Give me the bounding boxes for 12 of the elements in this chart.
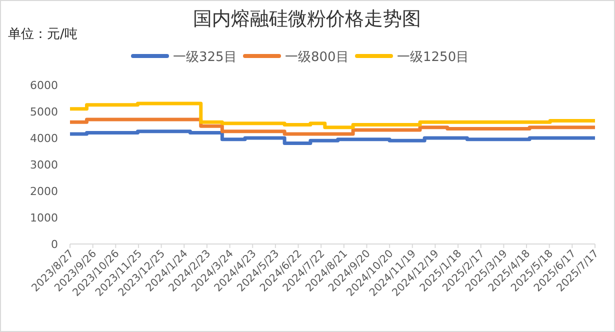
y-tick-label: 4000	[30, 132, 58, 145]
y-tick-label: 2000	[30, 185, 58, 198]
legend-label: 一级1250目	[397, 50, 470, 65]
legend-label: 一级800目	[285, 50, 349, 65]
y-tick-label: 1000	[30, 212, 58, 224]
y-tick-label: 3000	[30, 158, 58, 172]
text: 单位：元/吨	[8, 27, 78, 42]
legend-label: 一级325目	[173, 50, 237, 65]
chart-title: 国内熔融硅微粉价格走势图	[193, 8, 421, 30]
y-tick-label: 0	[51, 238, 58, 251]
y-tick-label: 5000	[30, 106, 58, 118]
y-tick-label: 6000	[30, 79, 58, 92]
